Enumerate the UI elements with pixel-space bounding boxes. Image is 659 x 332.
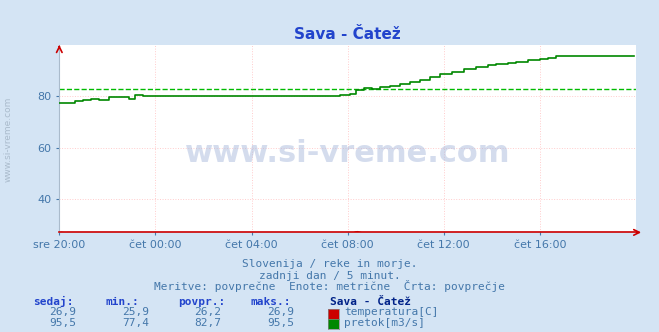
- Text: maks.:: maks.:: [250, 297, 291, 307]
- Text: min.:: min.:: [105, 297, 139, 307]
- Text: www.si-vreme.com: www.si-vreme.com: [3, 97, 13, 182]
- Text: Slovenija / reke in morje.: Slovenija / reke in morje.: [242, 259, 417, 269]
- Text: povpr.:: povpr.:: [178, 297, 225, 307]
- Text: Sava - Čatež: Sava - Čatež: [330, 297, 411, 307]
- Text: 95,5: 95,5: [267, 318, 294, 328]
- Text: pretok[m3/s]: pretok[m3/s]: [344, 318, 425, 328]
- Text: 26,2: 26,2: [194, 307, 221, 317]
- Text: sedaj:: sedaj:: [33, 296, 73, 307]
- Text: 26,9: 26,9: [267, 307, 294, 317]
- Text: 77,4: 77,4: [122, 318, 149, 328]
- Text: temperatura[C]: temperatura[C]: [344, 307, 438, 317]
- Text: 25,9: 25,9: [122, 307, 149, 317]
- Text: zadnji dan / 5 minut.: zadnji dan / 5 minut.: [258, 271, 401, 281]
- Text: Meritve: povprečne  Enote: metrične  Črta: povprečje: Meritve: povprečne Enote: metrične Črta:…: [154, 281, 505, 292]
- Text: 95,5: 95,5: [49, 318, 76, 328]
- Title: Sava - Čatež: Sava - Čatež: [295, 27, 401, 42]
- Text: 26,9: 26,9: [49, 307, 76, 317]
- Text: 82,7: 82,7: [194, 318, 221, 328]
- Text: www.si-vreme.com: www.si-vreme.com: [185, 139, 510, 168]
